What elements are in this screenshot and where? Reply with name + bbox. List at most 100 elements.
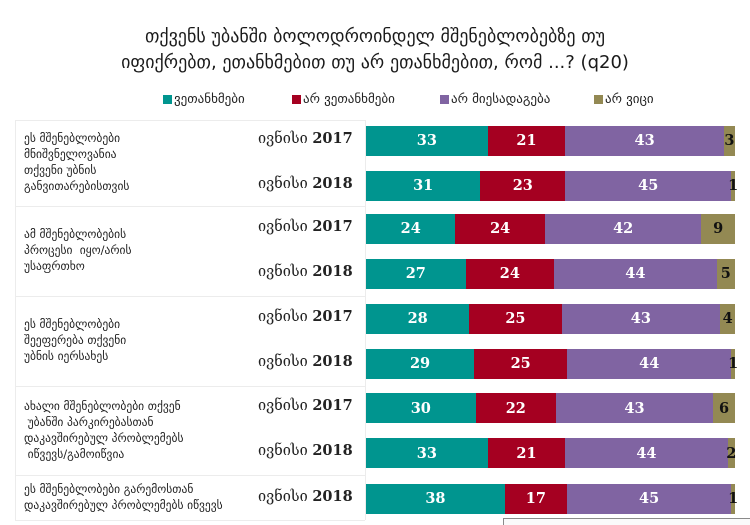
bar-segment-not-applicable: 45	[566, 483, 732, 514]
data-label: 43	[630, 310, 651, 327]
period-month: ივნისი	[258, 175, 313, 192]
period-label: ივნისი 2017	[258, 397, 353, 414]
bar-segment-agree: 30	[366, 393, 476, 423]
bar-segment-not-applicable: 43	[565, 125, 724, 156]
bar-segment-disagree: 24	[465, 258, 555, 289]
period-year: 2018	[312, 174, 353, 192]
category-label: ეს მშენებლობები შეეფერება თქვენი უბნის ი…	[24, 317, 127, 363]
data-label: 31	[413, 177, 434, 194]
legend-swatch-dont-know	[594, 95, 603, 104]
bar-segment-dont-know: 1	[728, 170, 739, 201]
bar-segment-not-applicable: 44	[565, 438, 728, 468]
bar-segment-disagree: 17	[504, 483, 567, 514]
period-label: ივნისი 2017	[258, 218, 353, 235]
bar-segment-dont-know: 3	[723, 125, 735, 156]
legend: ვეთანხმები არ ვეთანხმები არ მიესადაგება …	[0, 92, 750, 112]
grid-line-horizontal	[15, 120, 365, 121]
data-label: 38	[425, 490, 446, 507]
grid-line-vertical	[365, 386, 366, 475]
period-month: ივნისი	[258, 130, 313, 147]
bar-segment-not-applicable: 44	[567, 348, 732, 379]
stacked-bar: 33 21 44 2	[366, 438, 737, 468]
data-label: 2	[726, 444, 737, 462]
grid-line-vertical	[365, 475, 366, 520]
legend-swatch-not-applicable	[440, 95, 449, 104]
bar-segment-disagree: 24	[455, 213, 545, 244]
chart-title-line-2: იფიქრებთ, ეთანხმებით თუ არ ეთანხმებით, რ…	[121, 52, 629, 73]
data-label: 24	[400, 220, 421, 237]
bar-segment-agree: 28	[366, 303, 470, 334]
period-label: ივნისი 2018	[258, 263, 353, 280]
grid-line-vertical	[365, 120, 366, 206]
bar-segment-disagree: 25	[469, 303, 562, 334]
data-label: 24	[490, 220, 511, 237]
period-label: ივნისი 2018	[258, 353, 353, 370]
stacked-bar: 38 17 45 1	[366, 483, 739, 514]
period-label: ივნისი 2017	[258, 308, 353, 325]
period-month: ივნისი	[258, 353, 313, 370]
grid-line-vertical	[15, 386, 16, 475]
period-year: 2017	[312, 307, 353, 325]
bar-segment-disagree: 25	[474, 348, 568, 379]
legend-item-agree: ვეთანხმები	[163, 92, 245, 107]
category-label: ეს მშენებლობები გარემოსთან დაკავშირებულ …	[24, 481, 223, 512]
legend-label-dont-know: არ ვიცი	[605, 92, 654, 107]
grid-line-vertical	[365, 296, 366, 386]
period-label: ივნისი 2018	[258, 488, 353, 505]
data-label: 1	[728, 355, 739, 372]
grid-line-vertical	[15, 296, 16, 386]
category-label: ახალი მშენებლობები თქვენ უბანში პარკირებ…	[24, 398, 184, 461]
stacked-bar: 29 25 44 1	[366, 348, 739, 379]
bottom-edge-frame	[503, 518, 750, 525]
data-label: 45	[638, 177, 659, 194]
bar-segment-disagree: 22	[475, 393, 556, 423]
legend-item-disagree: არ ვეთანხმები	[292, 92, 395, 107]
legend-item-dont-know: არ ვიცი	[594, 92, 654, 107]
period-month: ივნისი	[258, 263, 313, 280]
bar-segment-dont-know: 4	[720, 303, 735, 334]
bar-segment-agree: 31	[366, 170, 481, 201]
legend-label-disagree: არ ვეთანხმები	[303, 92, 395, 107]
stacked-bar: 33 21 43 3	[366, 125, 735, 156]
data-label: 23	[512, 177, 533, 194]
grid-line-horizontal	[15, 475, 365, 476]
data-label: 29	[409, 355, 431, 372]
bar-segment-agree: 24	[366, 213, 456, 244]
period-year: 2018	[312, 262, 353, 280]
data-label: 5	[720, 265, 731, 282]
data-label: 24	[499, 265, 520, 282]
bar-segment-not-applicable: 43	[555, 393, 714, 423]
period-year: 2018	[312, 442, 353, 459]
category-label: ეს მშენებლობები მნიშვნელოვანია თქვენი უბ…	[24, 131, 130, 193]
grid-line-horizontal	[15, 296, 365, 297]
grid-line-horizontal	[15, 206, 365, 207]
period-label: ივნისი 2018	[258, 175, 353, 192]
period-month: ივნისი	[258, 308, 313, 325]
bar-segment-disagree: 21	[487, 125, 566, 156]
legend-swatch-disagree	[292, 95, 301, 104]
bar-segment-dont-know: 5	[716, 258, 735, 289]
data-label: 1	[728, 177, 739, 194]
bar-segment-not-applicable: 43	[561, 303, 721, 334]
data-label: 43	[634, 132, 655, 149]
data-label: 1	[728, 490, 739, 507]
data-label: 33	[416, 132, 437, 149]
period-month: ივნისი	[258, 218, 313, 235]
period-month: ივნისი	[258, 443, 313, 459]
bar-segment-dont-know: 6	[713, 393, 735, 423]
grid-line-vertical	[15, 475, 16, 520]
data-label: 45	[639, 490, 660, 507]
legend-label-not-applicable: არ მიესადაგება	[451, 92, 551, 107]
grid-line-horizontal	[15, 386, 365, 387]
data-label: 21	[516, 444, 537, 462]
bar-segment-agree: 38	[366, 483, 505, 514]
data-label: 9	[713, 220, 724, 237]
grid-line-vertical	[15, 120, 16, 206]
data-label: 44	[625, 265, 646, 282]
period-year: 2017	[312, 217, 353, 235]
stacked-bar: 27 24 44 5	[366, 258, 735, 289]
data-label: 44	[639, 355, 660, 372]
bar-segment-disagree: 23	[480, 170, 566, 201]
period-year: 2017	[312, 397, 353, 414]
data-label: 4	[722, 310, 733, 327]
